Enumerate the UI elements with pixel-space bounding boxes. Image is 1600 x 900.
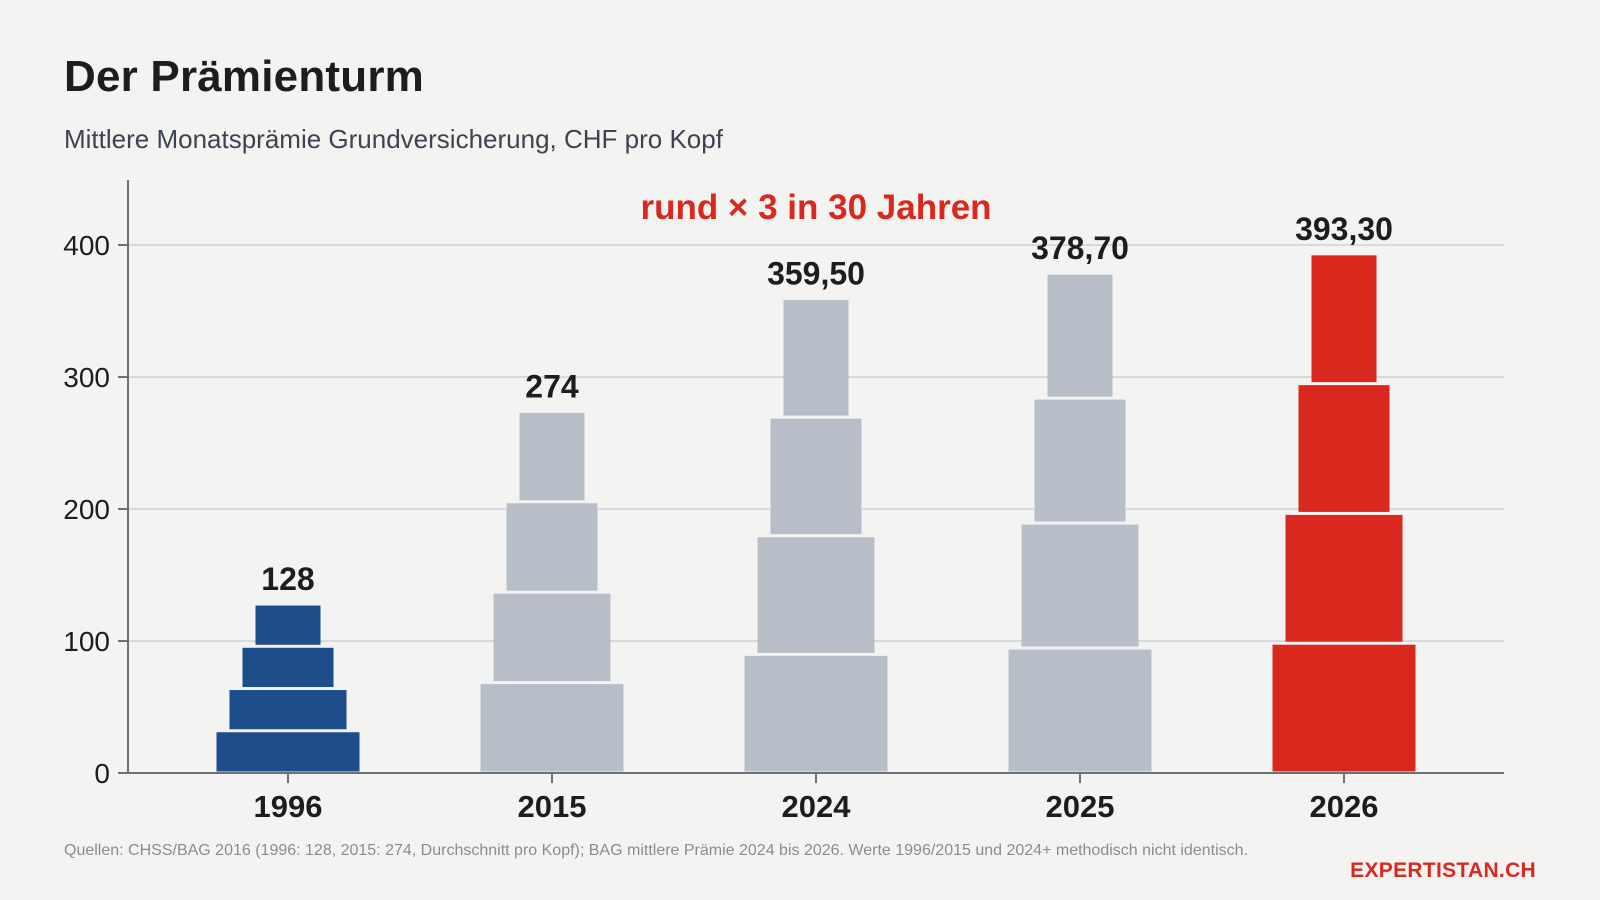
bar-2025-block-4	[1047, 274, 1113, 397]
bar-2015-block-2	[493, 593, 611, 682]
source-note: Quellen: CHSS/BAG 2016 (1996: 128, 2015:…	[64, 842, 1248, 859]
value-label-1996: 128	[261, 561, 314, 597]
chart-title: Der Prämienturm	[64, 52, 425, 101]
x-tick-label-1996: 1996	[254, 789, 323, 824]
chart-subtitle: Mittlere Monatsprämie Grundversicherung,…	[64, 124, 723, 154]
bar-2025-block-1	[1008, 649, 1152, 772]
axes: 0 100 200 300 400	[63, 180, 1504, 789]
bar-2024-block-1	[744, 655, 888, 772]
y-tick-label-0: 0	[94, 758, 110, 789]
bar-2026-block-3	[1298, 385, 1390, 512]
bar-2026-block-4	[1311, 255, 1377, 383]
bar-2026-block-2	[1285, 514, 1403, 642]
x-tick-label-2026: 2026	[1310, 789, 1379, 824]
bars	[216, 255, 1416, 772]
y-tick-label-400: 400	[63, 230, 110, 261]
bar-2015-block-1	[480, 684, 624, 772]
value-label-2026: 393,30	[1295, 211, 1393, 247]
brand-logo-text: EXPERTISTAN.CH	[1350, 859, 1536, 882]
bar-2024-block-4	[783, 299, 849, 416]
bar-2026-block-1	[1272, 644, 1416, 772]
bar-2015-block-3	[506, 503, 598, 591]
bar-1996-block-2	[229, 690, 347, 730]
y-tick-label-200: 200	[63, 494, 110, 525]
bar-2025-block-3	[1034, 399, 1126, 522]
bar-1996-block-1	[216, 732, 360, 772]
bar-1996-block-3	[242, 647, 334, 688]
y-tick-label-300: 300	[63, 362, 110, 393]
value-label-2015: 274	[525, 368, 579, 404]
x-tick-label-2025: 2025	[1046, 789, 1115, 824]
value-label-2024: 359,50	[767, 255, 865, 291]
annotation-text: rund × 3 in 30 Jahren	[640, 188, 991, 227]
value-label-2025: 378,70	[1031, 230, 1129, 266]
y-tick-label-100: 100	[63, 626, 110, 657]
bar-2024-block-2	[757, 537, 875, 653]
x-tick-label-2015: 2015	[518, 789, 587, 824]
bar-2025-block-2	[1021, 524, 1139, 647]
bar-2024-block-3	[770, 418, 862, 535]
bar-1996-block-4	[255, 605, 321, 645]
x-tick-label-2024: 2024	[782, 789, 852, 824]
bar-2015-block-4	[519, 412, 585, 501]
labels: 1996 128 2015 274 2024 359,50 2025 378,70 2026 39…	[254, 211, 1393, 824]
